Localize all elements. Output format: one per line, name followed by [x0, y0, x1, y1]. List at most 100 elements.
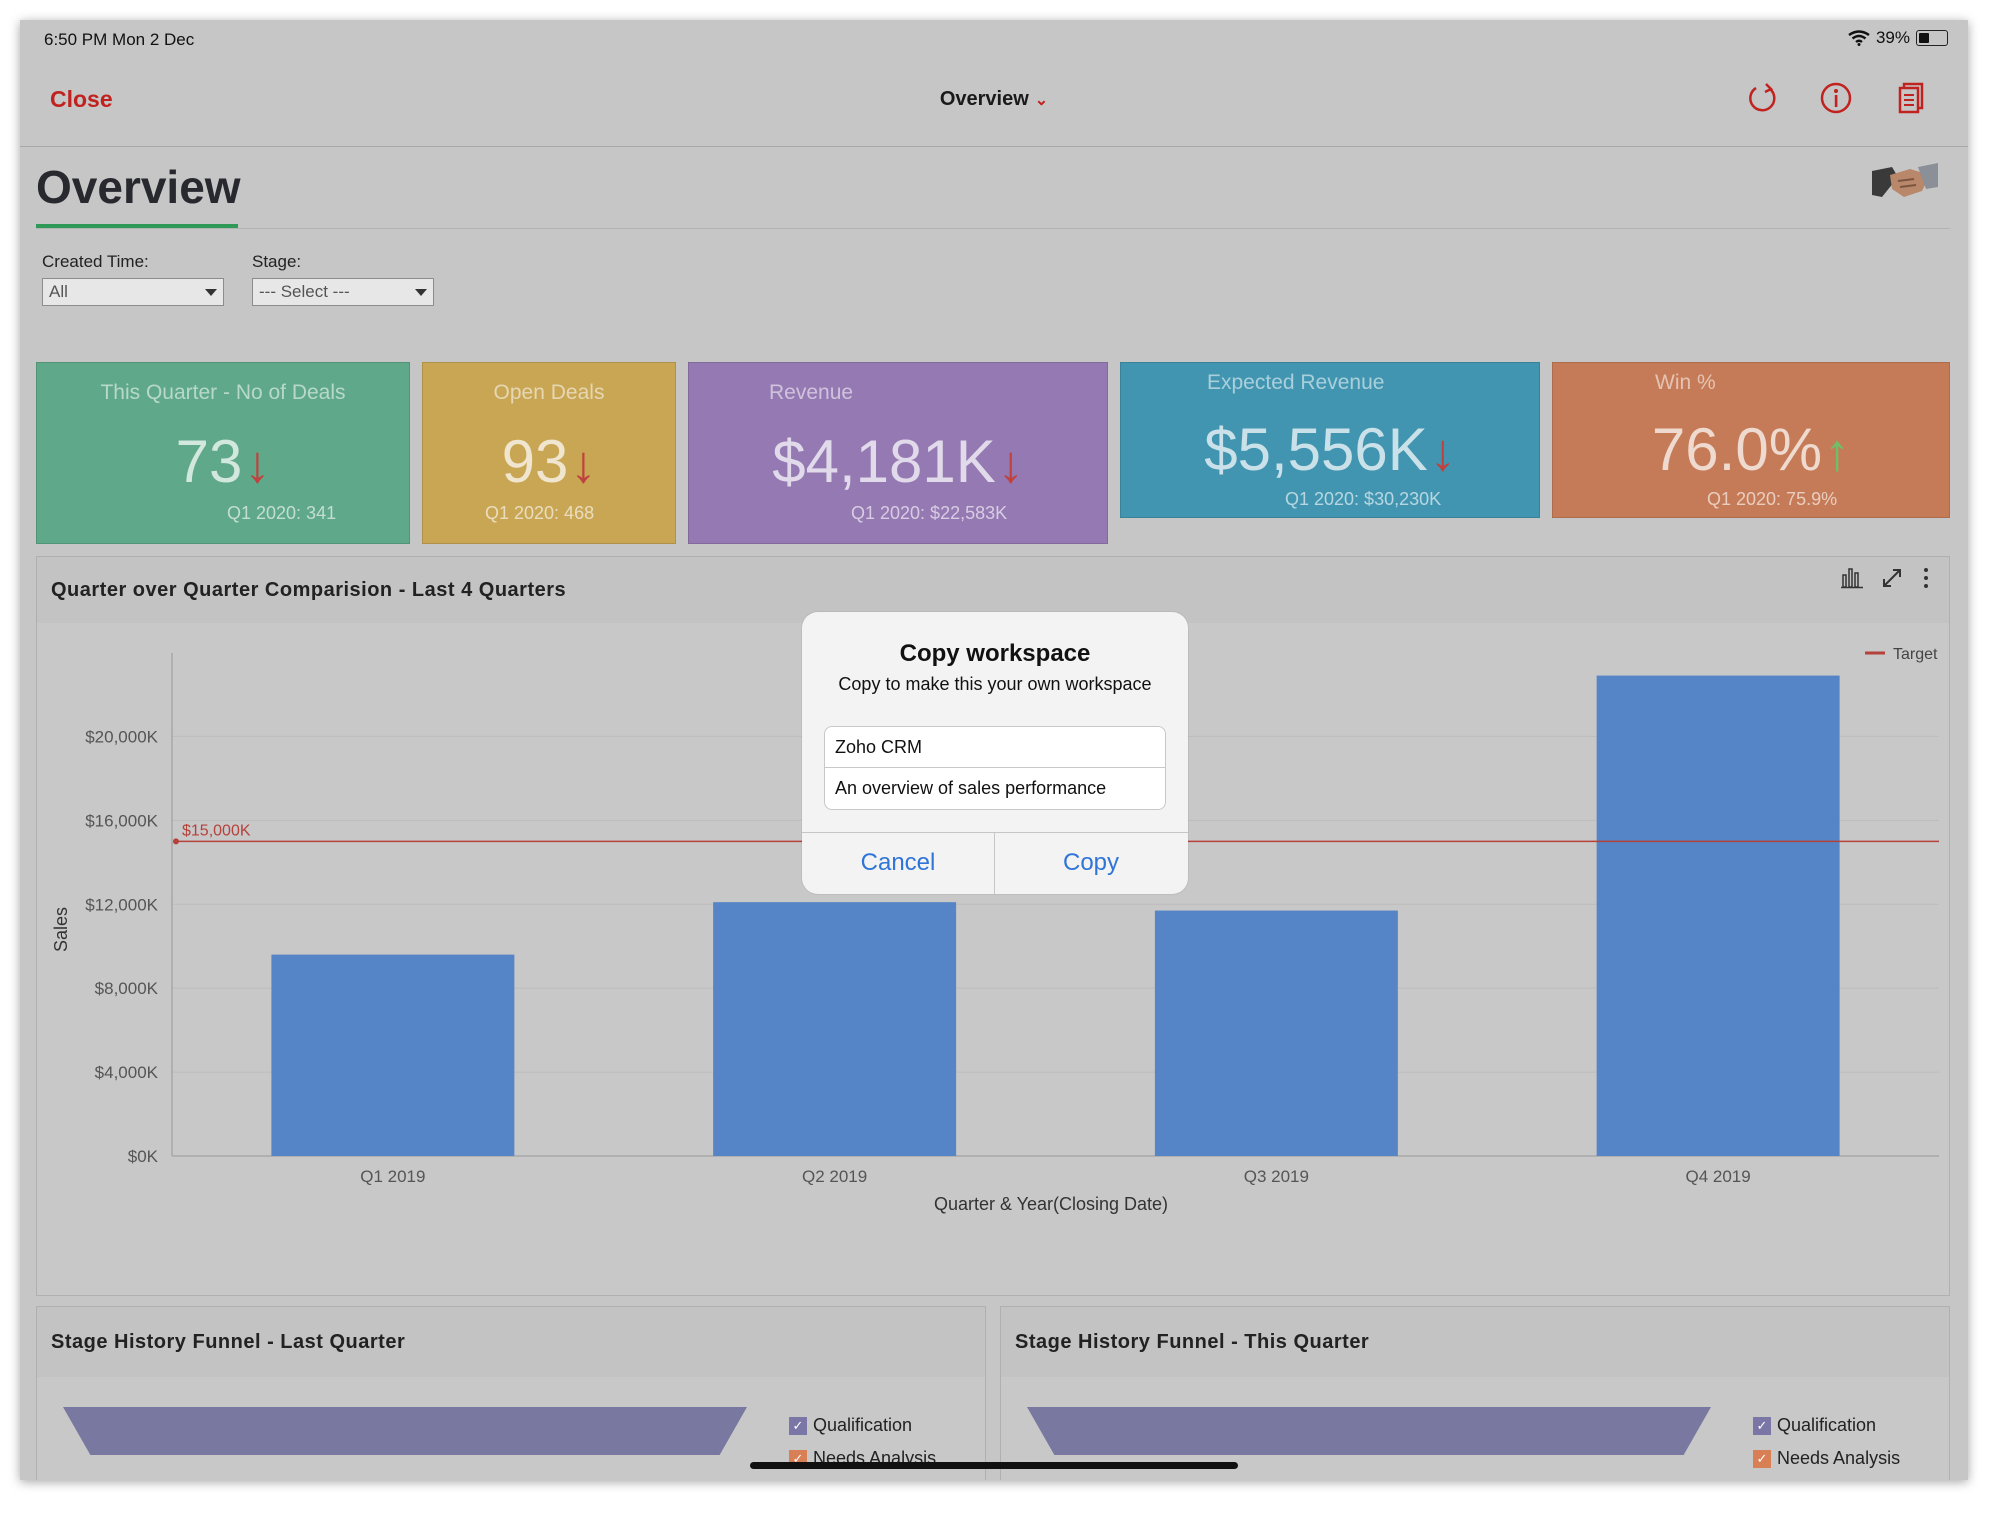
dialog-message: Copy to make this your own workspace: [838, 674, 1152, 694]
x-tick-label: Q2 2019: [802, 1167, 867, 1186]
arrow-up-icon: ↑: [1824, 424, 1851, 482]
chart-toolbar: [1839, 565, 1933, 591]
funnel-segment-qualification[interactable]: [1027, 1407, 1711, 1455]
chevron-down-icon: ⌄: [1034, 92, 1049, 109]
copy-icon[interactable]: [1892, 80, 1928, 116]
copy-workspace-dialog: Copy workspace Copy to make this your ow…: [802, 612, 1188, 894]
chart-header: Quarter over Quarter Comparision - Last …: [37, 557, 1949, 623]
checkbox-icon: ✓: [789, 1416, 807, 1435]
chart-title: Quarter over Quarter Comparision - Last …: [51, 579, 567, 601]
close-button[interactable]: Close: [50, 86, 113, 112]
arrow-down-icon: ↓: [1429, 424, 1456, 482]
stage-value: --- Select ---: [259, 282, 350, 301]
created-time-value: All: [49, 282, 68, 301]
legend-qualification[interactable]: ✓ Qualification: [789, 1415, 912, 1436]
copy-button[interactable]: Copy: [1062, 849, 1120, 876]
home-indicator[interactable]: [750, 1462, 1238, 1469]
arrow-down-icon: ↓: [570, 436, 597, 494]
status-bar: 6:50 PM Mon 2 Dec 39%: [20, 20, 1968, 58]
funnel-header: Stage History Funnel - This Quarter: [1001, 1307, 1949, 1377]
legend-label: Qualification: [1777, 1415, 1877, 1435]
checkbox-icon: ✓: [1753, 1449, 1771, 1468]
handshake-icon[interactable]: [1870, 157, 1940, 207]
y-tick-label: $20,000K: [85, 727, 158, 746]
kpi-number: 76.0%: [1651, 416, 1823, 483]
more-icon[interactable]: [1919, 565, 1933, 591]
info-icon[interactable]: [1818, 80, 1854, 116]
status-time: 6:50 PM Mon 2 Dec: [44, 30, 195, 49]
kpi-value: 73↓: [37, 427, 409, 496]
created-time-select[interactable]: All: [42, 278, 224, 306]
stage-label: Stage:: [252, 252, 302, 271]
target-label: $15,000K: [182, 822, 251, 839]
dialog-divider: [802, 832, 1188, 833]
kpi-value: 76.0%↑: [1553, 415, 1949, 484]
bar: [1154, 910, 1398, 1156]
y-tick-label: $12,000K: [85, 895, 158, 914]
battery-fill: [1919, 33, 1930, 43]
tab-underline: [36, 224, 238, 228]
navigation-bar: Close Overview ⌄: [20, 58, 1968, 147]
legend-qualification[interactable]: ✓ Qualification: [1753, 1415, 1876, 1436]
kpi-title: Win %: [1655, 371, 1716, 394]
kpi-number: 93: [501, 428, 569, 495]
dialog-button-divider: [994, 832, 995, 894]
kpi-value: 93↓: [423, 427, 675, 496]
kpi-card-open-deals[interactable]: Open Deals 93↓ Q1 2020: 468: [422, 362, 676, 544]
battery-icon: [1916, 30, 1948, 46]
funnel-header: Stage History Funnel - Last Quarter: [37, 1307, 985, 1377]
stage-select[interactable]: --- Select ---: [252, 278, 434, 306]
checkbox-icon: ✓: [1753, 1416, 1771, 1435]
x-tick-label: Q1 2019: [360, 1167, 425, 1186]
kpi-card-win-percent[interactable]: Win % 76.0%↑ Q1 2020: 75.9%: [1552, 362, 1950, 518]
bar: [1596, 675, 1840, 1156]
kpi-title: Open Deals: [493, 381, 605, 404]
created-time-filter: Created Time: All: [42, 252, 224, 306]
cancel-button[interactable]: Cancel: [860, 849, 936, 876]
kpi-card-revenue[interactable]: Revenue $4,181K↓ Q1 2020: $22,583K: [688, 362, 1108, 544]
legend-needs-analysis[interactable]: ✓ Needs Analysis: [1753, 1448, 1900, 1469]
target-marker: [173, 838, 179, 845]
kpi-comparison: Q1 2020: $22,583K: [851, 503, 1008, 523]
dashboard-switcher[interactable]: Overview ⌄: [20, 88, 1968, 111]
workspace-name-field[interactable]: Zoho CRM: [824, 726, 1166, 768]
kpi-value: $4,181K↓: [689, 427, 1107, 496]
title-divider: [36, 228, 1950, 229]
wifi-icon: [1848, 30, 1870, 46]
created-time-label: Created Time:: [42, 252, 149, 271]
y-tick-label: $8,000K: [95, 979, 159, 998]
legend-label: Needs Analysis: [1777, 1448, 1901, 1468]
dialog-title: Copy workspace: [899, 640, 1091, 667]
kpi-card-deals[interactable]: This Quarter - No of Deals 73↓ Q1 2020: …: [36, 362, 410, 544]
dropdown-arrow-icon: [205, 289, 217, 296]
page-title: Overview: [36, 161, 241, 213]
kpi-card-expected-revenue[interactable]: Expected Revenue $5,556K↓ Q1 2020: $30,2…: [1120, 362, 1540, 518]
battery-percent: 39%: [1875, 28, 1910, 47]
dropdown-arrow-icon: [415, 289, 427, 296]
legend-label: Qualification: [813, 1415, 913, 1435]
kpi-number: $4,181K: [772, 428, 996, 495]
expand-icon[interactable]: [1879, 565, 1905, 591]
bar-chart-plot: $0K $4,000K $8,000K $12,000K $16,000K $20,000…: [51, 646, 1939, 1214]
y-tick-label: $4,000K: [95, 1063, 159, 1082]
kpi-comparison: Q1 2020: 341: [227, 503, 337, 523]
x-axis-title: Quarter & Year(Closing Date): [934, 1194, 1168, 1214]
kpi-title: This Quarter - No of Deals: [100, 381, 346, 404]
x-tick-label: Q4 2019: [1686, 1167, 1751, 1186]
x-tick-label: Q3 2019: [1244, 1167, 1309, 1186]
funnel-last-quarter: Stage History Funnel - Last Quarter ✓ Qu…: [36, 1306, 986, 1480]
refresh-icon[interactable]: [1744, 80, 1780, 116]
bar-chart-icon[interactable]: [1839, 565, 1865, 591]
funnel-title: Stage History Funnel - Last Quarter: [51, 1331, 406, 1353]
nav-title-label: Overview: [939, 88, 1029, 110]
nav-actions: [1744, 80, 1928, 116]
kpi-comparison: Q1 2020: $30,230K: [1285, 489, 1442, 509]
kpi-comparison: Q1 2020: 75.9%: [1707, 489, 1838, 509]
bar: [271, 954, 515, 1156]
funnel-title: Stage History Funnel - This Quarter: [1015, 1331, 1370, 1353]
kpi-comparison: Q1 2020: 468: [485, 503, 595, 523]
funnel-segment-qualification[interactable]: [63, 1407, 747, 1455]
workspace-description-field[interactable]: An overview of sales performance: [824, 768, 1166, 810]
funnel-this-quarter: Stage History Funnel - This Quarter ✓ Qu…: [1000, 1306, 1950, 1480]
y-tick-label: $16,000K: [85, 811, 158, 830]
